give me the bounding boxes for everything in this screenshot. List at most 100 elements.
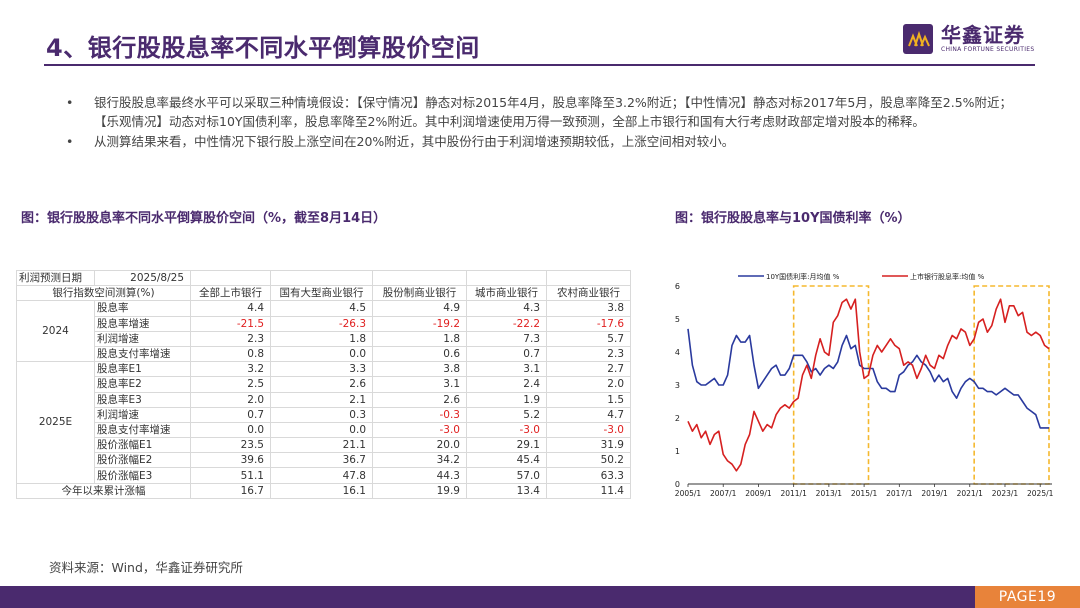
table-cell: 47.8 [270,467,373,484]
table-cell: -19.2 [372,315,467,332]
x-tick-label: 2021/1 [957,489,984,498]
empty-cell [546,269,631,287]
column-header: 股份制商业银行 [372,285,467,302]
table-row: 股息支付率增速 0.8 0.0 0.6 0.7 2.3 [17,345,631,363]
table-cell: 4.9 [372,300,467,317]
table-row: 利润增速 0.7 0.3 -0.3 5.2 4.7 [17,406,631,423]
table-cell: 21.1 [270,437,373,454]
group-label: 2024 [16,300,95,363]
x-tick-label: 2025/1 [1027,489,1054,498]
row-label: 股价涨幅E1 [94,437,191,454]
empty-cell [270,269,373,287]
table-cell: 2.7 [546,361,631,378]
slide-title: 4、银行股股息率不同水平倒算股价空间 [46,34,480,62]
table-cell: 51.1 [190,467,271,484]
y-tick-label: 5 [675,315,680,324]
table-cell: 3.1 [372,376,467,393]
table-cell: 2.0 [546,376,631,393]
group-label: 2025E [16,361,95,484]
table-cell: -3.0 [372,421,467,439]
table-cell: -22.2 [466,315,547,332]
row-label: 股息率E1 [94,361,191,378]
footer-bar [0,586,1080,608]
series-line-bond-yield [687,328,1049,429]
y-tick-label: 4 [675,348,680,357]
table-cell: 5.7 [546,330,631,347]
table-cell: 3.3 [270,361,373,378]
source-note: 资料来源：Wind，华鑫证券研究所 [49,560,243,575]
table-row: 股价涨幅E1 23.5 21.1 20.0 29.1 31.9 [17,437,631,454]
table-cell: 11.4 [546,482,631,499]
table-cell: 16.7 [190,482,271,499]
table-cell: 63.3 [546,467,631,484]
column-header: 国有大型商业银行 [270,285,373,302]
table-cell: -17.6 [546,315,631,332]
table-cell: 1.9 [466,391,547,408]
row-label: 股息率增速 [94,315,191,332]
logo-name-cn: 华鑫证券 [941,23,1025,47]
table-cell: 3.2 [190,361,271,378]
table-row: 股价涨幅E3 51.1 47.8 44.3 57.0 63.3 [17,467,631,484]
valuation-table: 利润预测日期 2025/8/25 银行指数空间测算(%) 全部上市银行 国有大型商业银行… [16,269,631,499]
table-total-row: 今年以来累计涨幅 16.7 16.1 19.9 13.4 11.4 [16,482,631,499]
row-label: 股息率 [94,300,191,317]
page-number: PAGE19 [975,586,1080,608]
table-cell: 16.1 [270,482,373,499]
logo-name-en: CHINA FORTUNE SECURITIES [941,46,1035,53]
column-header: 农村商业银行 [546,285,631,302]
table-cell: 13.4 [466,482,547,499]
row-label: 股息率E3 [94,391,191,408]
table-row: 股息率E2 2.5 2.6 3.1 2.4 2.0 [17,376,631,393]
empty-cell [190,269,271,287]
table-cell: 23.5 [190,437,271,454]
logo-mark-icon [903,24,933,54]
table-cell: 1.5 [546,391,631,408]
table-cell: 2.3 [190,330,271,347]
legend-label: 上市银行股息率:均值 % [910,272,985,281]
title-divider [44,64,1035,66]
row-label: 股息率E2 [94,376,191,393]
table-cell: 5.2 [466,406,547,423]
row-label: 股价涨幅E3 [94,467,191,484]
table-cell: 50.2 [546,452,631,469]
table-cell: 2.3 [546,345,631,363]
table-cell: 0.0 [270,345,373,363]
x-tick-label: 2019/1 [921,489,948,498]
y-tick-label: 1 [675,447,680,456]
y-tick-label: 2 [675,414,680,423]
table-cell: 4.3 [466,300,547,317]
table-cell: 19.9 [372,482,467,499]
table-cell: 3.8 [372,361,467,378]
table-cell: 45.4 [466,452,547,469]
x-tick-label: 2007/1 [710,489,737,498]
row-label: 今年以来累计涨幅 [16,482,191,499]
table-header-row: 银行指数空间测算(%) 全部上市银行 国有大型商业银行 股份制商业银行 城市商业银行 农村… [16,285,631,302]
table-cell: 0.0 [270,421,373,439]
table-row: 2024 股息率 4.4 4.5 4.9 4.3 3.8 [16,300,631,363]
table-cell: -0.3 [372,406,467,423]
table-cell: -26.3 [270,315,373,332]
table-cell: 0.8 [190,345,271,363]
table-cell: 36.7 [270,452,373,469]
bullet-item: • 从测算结果来看，中性情况下银行股上涨空间在20%附近，其中股份行由于利润增速预… [66,134,735,149]
y-tick-label: 3 [675,381,680,390]
y-tick-label: 0 [675,480,680,489]
column-header: 城市商业银行 [466,285,547,302]
table-cell: 1.8 [270,330,373,347]
table-cell: 2.5 [190,376,271,393]
table-cell: 0.7 [190,406,271,423]
table-row: 股息率增速 -21.5 -26.3 -19.2 -22.2 -17.6 [17,315,631,332]
empty-cell [466,269,547,287]
table-cell: 44.3 [372,467,467,484]
x-tick-label: 2005/1 [675,489,702,498]
bullet-list: • 银行股股息率最终水平可以采取三种情境假设：【保守情况】静态对标2015年4月，… [66,93,1026,152]
date-label: 利润预测日期 [16,269,95,287]
table-cell: 0.7 [466,345,547,363]
company-logo: 华鑫证券 CHINA FORTUNE SECURITIES [903,24,1034,54]
table-row: 股价涨幅E2 39.6 36.7 34.2 45.4 50.2 [17,452,631,469]
table-date-row: 利润预测日期 2025/8/25 [16,269,631,287]
table-cell: 4.7 [546,406,631,423]
table-figure-title: 图：银行股股息率不同水平倒算股价空间（%，截至8月14日） [21,211,387,226]
table-cell: -3.0 [546,421,631,439]
table-cell: 29.1 [466,437,547,454]
